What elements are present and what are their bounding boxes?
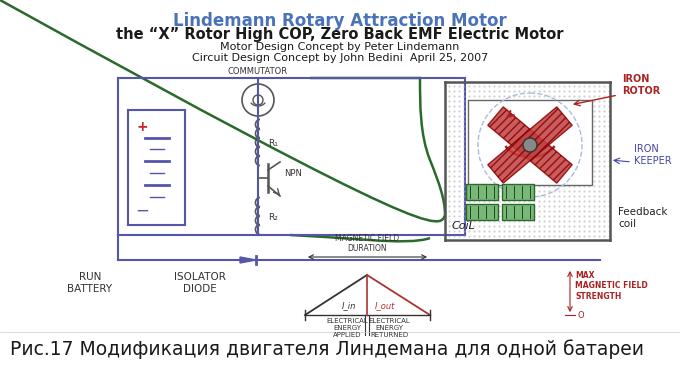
Text: I_in: I_in xyxy=(342,301,356,310)
Text: Feedback
coil: Feedback coil xyxy=(618,207,668,229)
Text: Рис.17 Модификация двигателя Линдемана для одной батареи: Рис.17 Модификация двигателя Линдемана д… xyxy=(10,339,644,359)
Text: RUN
BATTERY: RUN BATTERY xyxy=(67,272,113,294)
Text: MAGNETIC FIELD
DURATION: MAGNETIC FIELD DURATION xyxy=(335,234,400,253)
Text: Circuit Design Concept by John Bedini  April 25, 2007: Circuit Design Concept by John Bedini Ap… xyxy=(192,53,488,63)
Text: the “X” Rotor High COP, Zero Back EMF Electric Motor: the “X” Rotor High COP, Zero Back EMF El… xyxy=(116,27,564,42)
Text: R₂: R₂ xyxy=(268,214,278,223)
Text: +: + xyxy=(137,120,148,134)
Text: Lindemann Rotary Attraction Motor: Lindemann Rotary Attraction Motor xyxy=(173,12,507,30)
Text: ELECTRICAL
ENERGY
APPLIED: ELECTRICAL ENERGY APPLIED xyxy=(326,318,368,338)
Text: IRON
KEEPER: IRON KEEPER xyxy=(634,144,672,166)
Polygon shape xyxy=(240,257,256,263)
FancyBboxPatch shape xyxy=(502,204,534,220)
Text: ISOLATOR
DIODE: ISOLATOR DIODE xyxy=(174,272,226,294)
Text: R₁: R₁ xyxy=(268,138,278,148)
Text: COMMUTATOR: COMMUTATOR xyxy=(228,67,288,76)
FancyBboxPatch shape xyxy=(468,100,592,185)
Text: Motor Design Concept by Peter Lindemann: Motor Design Concept by Peter Lindemann xyxy=(220,42,460,52)
Polygon shape xyxy=(488,107,572,183)
Polygon shape xyxy=(488,107,572,183)
Text: O: O xyxy=(577,311,583,321)
Text: IRON
ROTOR: IRON ROTOR xyxy=(622,74,660,96)
Text: MAX
MAGNETIC FIELD
STRENGTH: MAX MAGNETIC FIELD STRENGTH xyxy=(575,271,648,301)
Text: NPN: NPN xyxy=(284,169,302,179)
Circle shape xyxy=(523,138,537,152)
FancyBboxPatch shape xyxy=(466,184,498,200)
Text: −: − xyxy=(135,202,150,220)
FancyBboxPatch shape xyxy=(502,184,534,200)
FancyBboxPatch shape xyxy=(466,204,498,220)
Text: ELECTRICAL
ENERGY
RETURNED: ELECTRICAL ENERGY RETURNED xyxy=(368,318,410,338)
Text: CoiL: CoiL xyxy=(452,221,476,231)
Text: I_out: I_out xyxy=(375,301,395,310)
